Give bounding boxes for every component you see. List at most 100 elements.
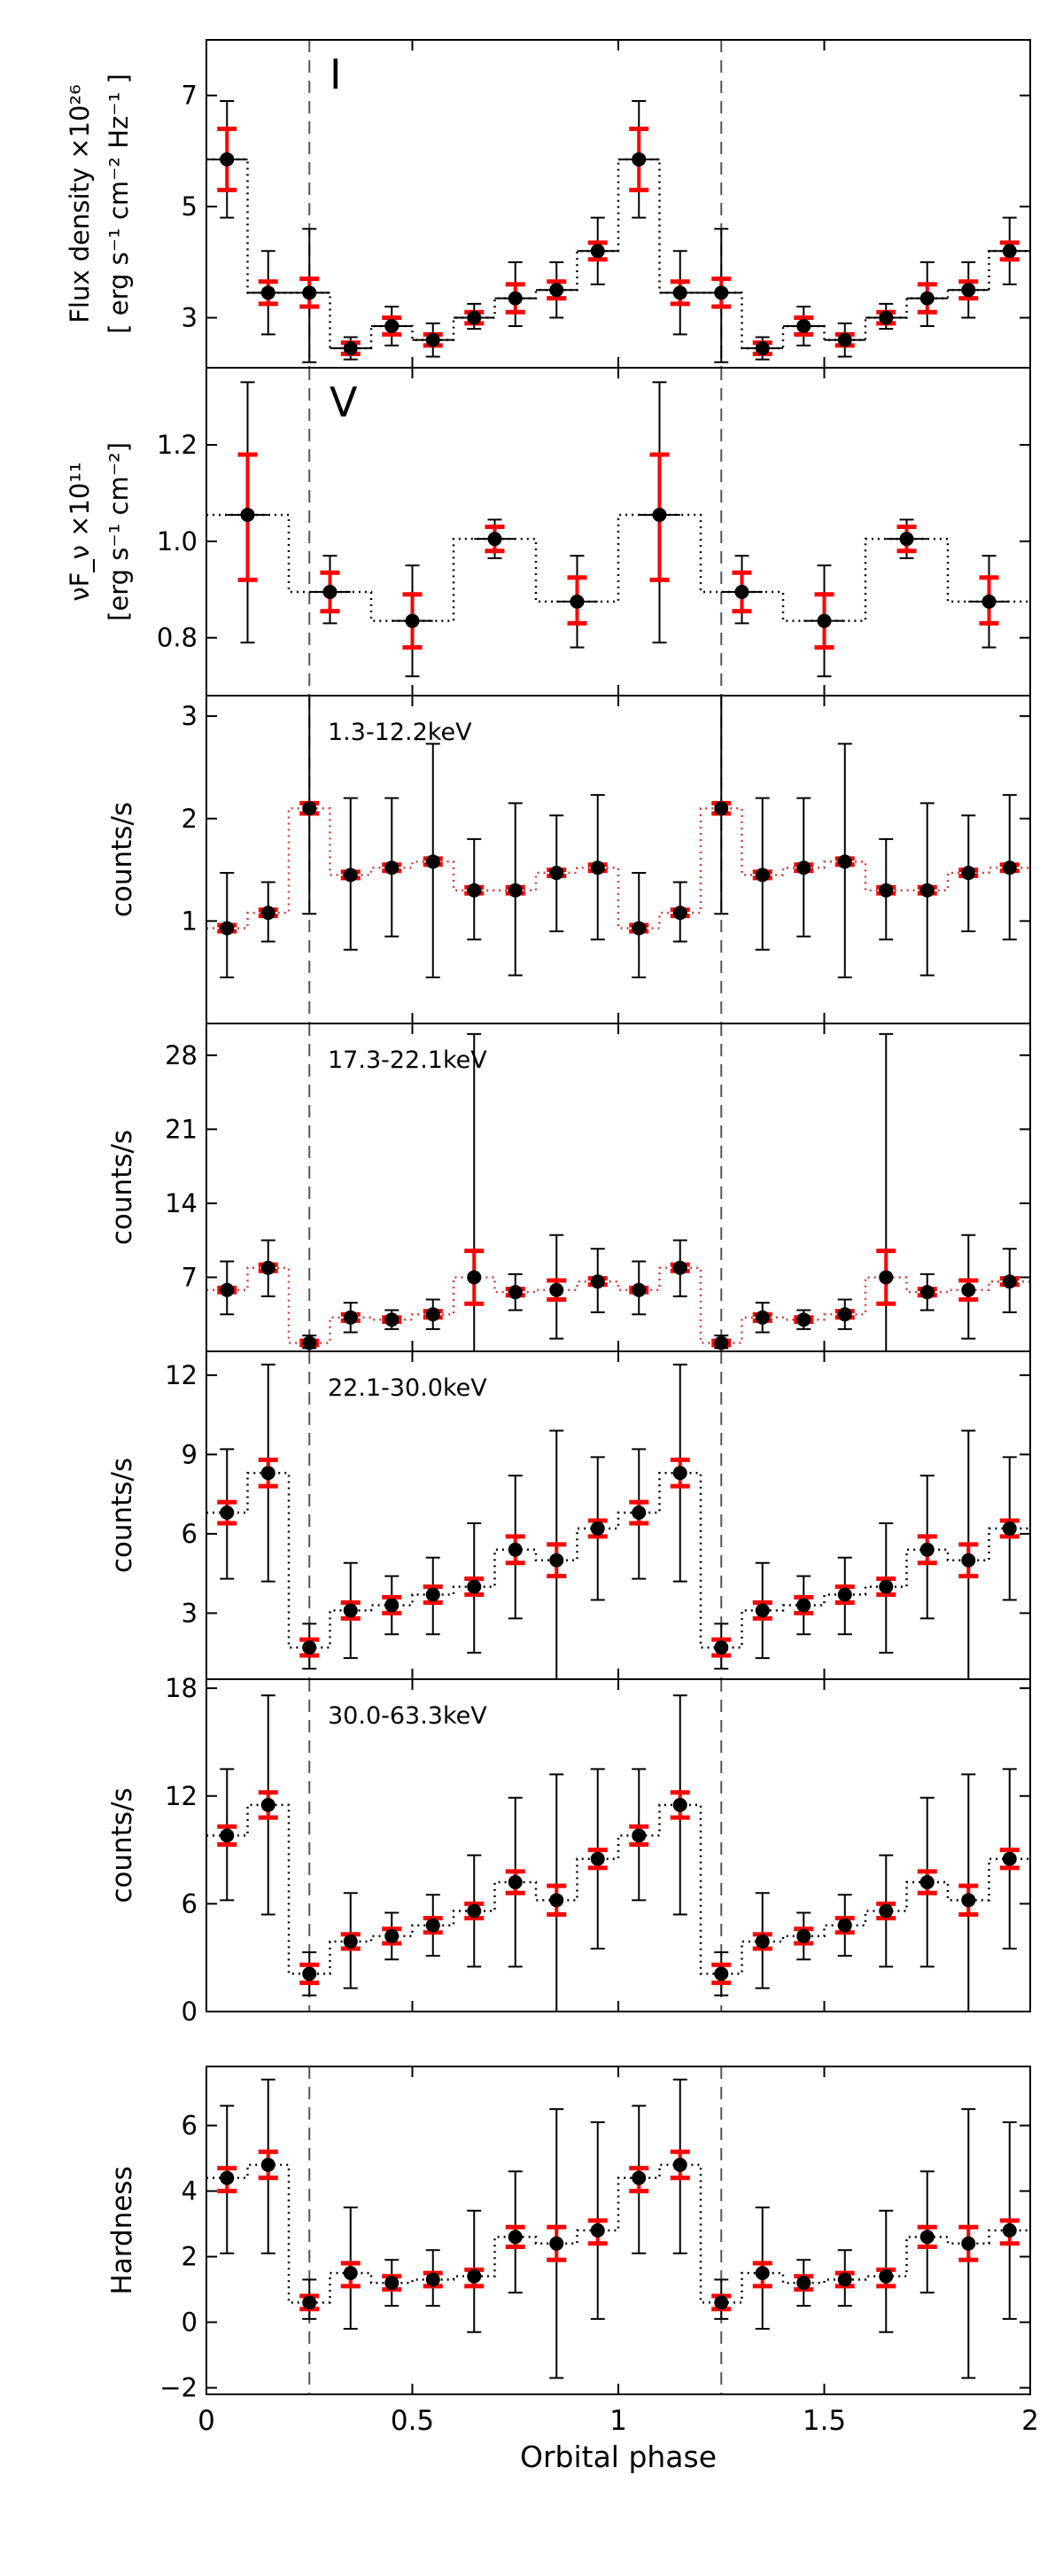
y-axis-label: Hardness xyxy=(106,2166,138,2294)
data-point xyxy=(714,1640,729,1655)
y-tick-label: 9 xyxy=(182,1439,198,1469)
data-point xyxy=(260,1260,275,1275)
y-axis-label: Flux density ×10²⁶ xyxy=(65,84,95,323)
data-point xyxy=(260,285,275,300)
y-tick-label: 6 xyxy=(182,2111,198,2141)
data-point xyxy=(961,866,976,881)
data-point xyxy=(755,1934,770,1949)
data-point xyxy=(714,1335,729,1350)
data-point xyxy=(384,1312,400,1327)
data-point xyxy=(487,532,502,547)
y-axis-label: counts/s xyxy=(106,1130,138,1245)
plot-area xyxy=(206,696,1030,1023)
data-point xyxy=(425,854,440,869)
data-point xyxy=(796,860,811,876)
plot-area xyxy=(206,1351,1030,1679)
step-line xyxy=(206,1266,1030,1344)
data-point xyxy=(672,2158,687,2172)
step-line xyxy=(206,1803,1030,1975)
data-point xyxy=(467,1903,482,1918)
y-axis-label: νF_ν ×10¹¹ xyxy=(65,462,95,601)
data-point xyxy=(590,2223,605,2237)
data-point xyxy=(817,613,832,628)
data-point xyxy=(879,2269,894,2284)
data-point xyxy=(549,866,564,881)
y-tick-label: 6 xyxy=(182,1888,198,1918)
data-point xyxy=(837,332,852,347)
data-point xyxy=(549,1553,564,1568)
data-point xyxy=(919,2230,935,2245)
data-point xyxy=(425,2272,440,2287)
x-tick-label: 0.5 xyxy=(391,2405,434,2437)
data-point xyxy=(879,1903,894,1918)
data-point xyxy=(879,310,894,325)
data-point xyxy=(672,1466,687,1481)
data-point xyxy=(672,1797,687,1812)
panel-band-1: 1 2 3 1.3-12.2keV counts/s xyxy=(106,695,1031,1024)
x-tick-label: 1 xyxy=(609,2405,627,2437)
data-point xyxy=(879,883,894,898)
data-point xyxy=(796,318,811,333)
panel-V: 0.8 1.0 1.2 VνF_ν ×10¹¹ [erg s⁻¹ cm⁻²] xyxy=(65,367,1031,697)
data-point xyxy=(570,594,585,609)
data-point xyxy=(837,2272,852,2287)
y-axis-label: [erg s⁻¹ cm⁻²] xyxy=(104,442,134,621)
data-point xyxy=(879,1270,894,1285)
data-point xyxy=(899,532,914,547)
data-point xyxy=(837,854,852,869)
plot-area xyxy=(206,368,1030,696)
data-point xyxy=(919,1285,935,1300)
y-tick-label: 28 xyxy=(165,1040,198,1070)
panel-label: 22.1-30.0keV xyxy=(328,1374,487,1402)
data-point xyxy=(714,1966,729,1981)
data-point xyxy=(302,1640,317,1655)
x-axis-label: Orbital phase xyxy=(520,2440,717,2474)
step-line xyxy=(206,806,1030,930)
data-point xyxy=(590,244,605,259)
y-tick-label: 2 xyxy=(182,2242,198,2272)
data-point xyxy=(590,1851,605,1866)
data-point xyxy=(590,1274,605,1289)
data-point xyxy=(302,1335,317,1350)
data-point xyxy=(508,2230,523,2245)
data-point xyxy=(384,318,400,333)
data-point xyxy=(549,2236,564,2251)
data-point xyxy=(405,613,420,628)
data-point xyxy=(220,152,235,167)
data-point xyxy=(652,507,667,522)
data-point xyxy=(467,310,482,325)
data-point xyxy=(302,1966,317,1981)
data-point xyxy=(796,1928,811,1943)
step-line xyxy=(206,158,1030,350)
data-point xyxy=(672,1260,687,1275)
data-point xyxy=(220,1282,235,1297)
data-point xyxy=(1002,1851,1017,1866)
data-point xyxy=(260,2158,275,2172)
data-point xyxy=(961,2236,976,2251)
data-point xyxy=(1002,860,1017,876)
data-point xyxy=(734,585,749,600)
data-point xyxy=(384,860,400,876)
y-tick-label: 12 xyxy=(165,1360,198,1390)
data-point xyxy=(260,906,275,921)
data-point xyxy=(549,1282,564,1297)
panel-band-4: 0 6 12 18 30.0-63.3keV counts/s xyxy=(106,1673,1031,2027)
step-line xyxy=(206,2163,1030,2304)
data-point xyxy=(714,2295,729,2310)
data-point xyxy=(302,2295,317,2310)
data-point xyxy=(343,1310,358,1325)
y-tick-label: 7 xyxy=(182,81,198,111)
data-point xyxy=(961,1282,976,1297)
data-point xyxy=(220,1506,235,1521)
panel-band-2: 7 14 21 28 17.3-22.1keV counts/s xyxy=(106,1023,1031,1352)
y-tick-label: 0 xyxy=(182,2308,198,2338)
data-point xyxy=(508,1875,523,1890)
plot-area xyxy=(206,1679,1030,2012)
y-tick-label: 1.2 xyxy=(157,430,198,460)
panel-I: 3 5 7 I Flux density ×10²⁶ [ erg s⁻¹ cm⁻² Hz⁻… xyxy=(65,39,1031,369)
data-point xyxy=(879,1579,894,1594)
y-tick-label: 18 xyxy=(165,1673,198,1703)
x-tick-label: 2 xyxy=(1021,2405,1039,2437)
